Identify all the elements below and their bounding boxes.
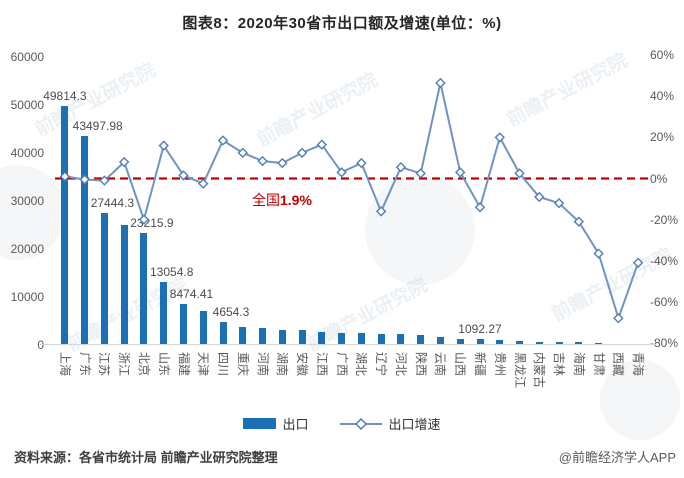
footer: 资料来源：各省市统计局 前瞻产业研究院整理 @前瞻经济学人APP	[14, 447, 676, 466]
y-axis-right-tick: -60%	[650, 294, 679, 309]
y-axis-left-tick: 30000	[10, 193, 44, 208]
bar-浙江	[120, 224, 128, 345]
bar-四川	[219, 322, 227, 345]
y-axis-left-tick: 60000	[10, 50, 44, 64]
bar-辽宁	[377, 333, 385, 345]
bar-甘肃	[595, 343, 603, 345]
bar-内蒙古	[535, 341, 543, 345]
bar-河北	[397, 334, 405, 345]
bar-重庆	[239, 327, 247, 345]
bar-安徽	[298, 330, 306, 345]
bar-贵州	[496, 340, 504, 345]
bar-云南	[436, 337, 444, 345]
y-axis-right-tick: 40%	[650, 89, 675, 104]
legend-item-growth: 出口增速	[339, 414, 441, 433]
bar-湖南	[278, 330, 286, 345]
bar-海南	[575, 342, 583, 345]
bar-新疆	[476, 339, 484, 345]
bar-河南	[259, 328, 266, 345]
national-average-annotation: 全国1.9%	[252, 190, 312, 210]
legend: 出口 出口增速	[0, 414, 684, 433]
bar-福建	[180, 303, 187, 345]
bar-江苏	[100, 213, 108, 345]
y-axis-left-tick: 10000	[10, 289, 44, 304]
bar-陕西	[417, 334, 425, 345]
y-axis-right-tick: 0%	[650, 171, 668, 186]
data-label: 27444.3	[90, 196, 135, 210]
legend-item-export: 出口	[243, 414, 309, 433]
y-axis-right-tick: -20%	[650, 212, 679, 227]
app-handle: @前瞻经济学人APP	[558, 450, 676, 465]
bar-天津	[199, 310, 207, 345]
bar-swatch-icon	[243, 418, 277, 429]
y-axis-right-tick: -40%	[650, 253, 679, 268]
legend-line-label: 出口增速	[388, 417, 441, 432]
bar-上海	[61, 105, 69, 345]
bar-广东	[81, 136, 89, 345]
y-axis-right-tick: 20%	[650, 130, 675, 145]
growth-line	[64, 82, 640, 322]
y-axis-left-tick: 40000	[10, 145, 44, 160]
line-marker-icon	[339, 417, 382, 430]
bar-广西	[338, 332, 346, 345]
y-axis-right-tick: -80%	[650, 335, 679, 350]
legend-bar-label: 出口	[282, 417, 309, 432]
bar-黑龙江	[516, 340, 523, 345]
bar-江西	[318, 332, 326, 345]
chart-title: 图表8：2020年30省市出口额及增速(单位：%)	[182, 15, 502, 32]
bar-北京	[140, 233, 148, 345]
bar-山西	[456, 338, 464, 345]
data-label: 43497.98	[72, 119, 123, 134]
annotation-value: 1.9%	[280, 192, 312, 208]
y-axis-left-tick: 50000	[10, 97, 44, 112]
y-axis-left-tick: 20000	[10, 241, 44, 256]
source-note: 资料来源：各省市统计局 前瞻产业研究院整理	[14, 450, 278, 465]
bar-湖北	[357, 333, 365, 345]
x-axis-line	[40, 344, 656, 345]
y-axis-right-tick: 60%	[650, 48, 675, 63]
bar-吉林	[555, 341, 563, 345]
data-label: 8474.41	[169, 286, 214, 301]
data-label: 1092.27	[458, 322, 502, 337]
data-label: 49814.3	[43, 88, 87, 103]
data-label: 4654.3	[212, 305, 250, 320]
data-label: 13054.8	[149, 264, 194, 279]
annotation-prefix: 全国	[252, 192, 280, 208]
bar-山东	[160, 281, 168, 345]
